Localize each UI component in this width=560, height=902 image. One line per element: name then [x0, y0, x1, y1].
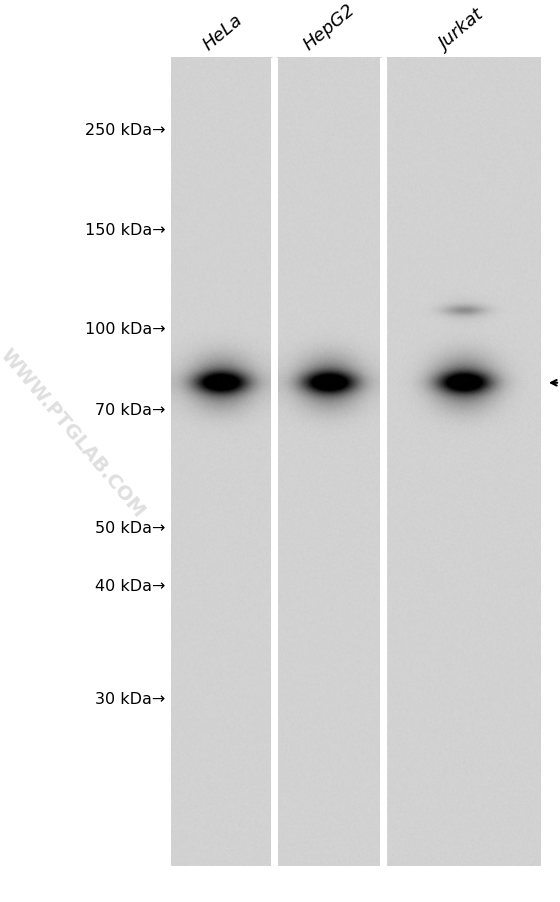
Text: Jurkat: Jurkat [436, 6, 488, 54]
Bar [380, 59, 387, 866]
Text: 40 kDa→: 40 kDa→ [95, 579, 165, 594]
Text: 150 kDa→: 150 kDa→ [85, 223, 165, 237]
Text: HeLa: HeLa [199, 11, 246, 54]
Text: 100 kDa→: 100 kDa→ [85, 322, 165, 336]
Text: 50 kDa→: 50 kDa→ [95, 520, 165, 535]
Text: HepG2: HepG2 [300, 1, 358, 54]
Text: 250 kDa→: 250 kDa→ [85, 124, 165, 138]
Bar [271, 59, 278, 866]
Text: 30 kDa→: 30 kDa→ [95, 692, 165, 706]
Text: WWW.PTGLAB.COM: WWW.PTGLAB.COM [0, 345, 149, 520]
Text: 70 kDa→: 70 kDa→ [95, 403, 165, 418]
